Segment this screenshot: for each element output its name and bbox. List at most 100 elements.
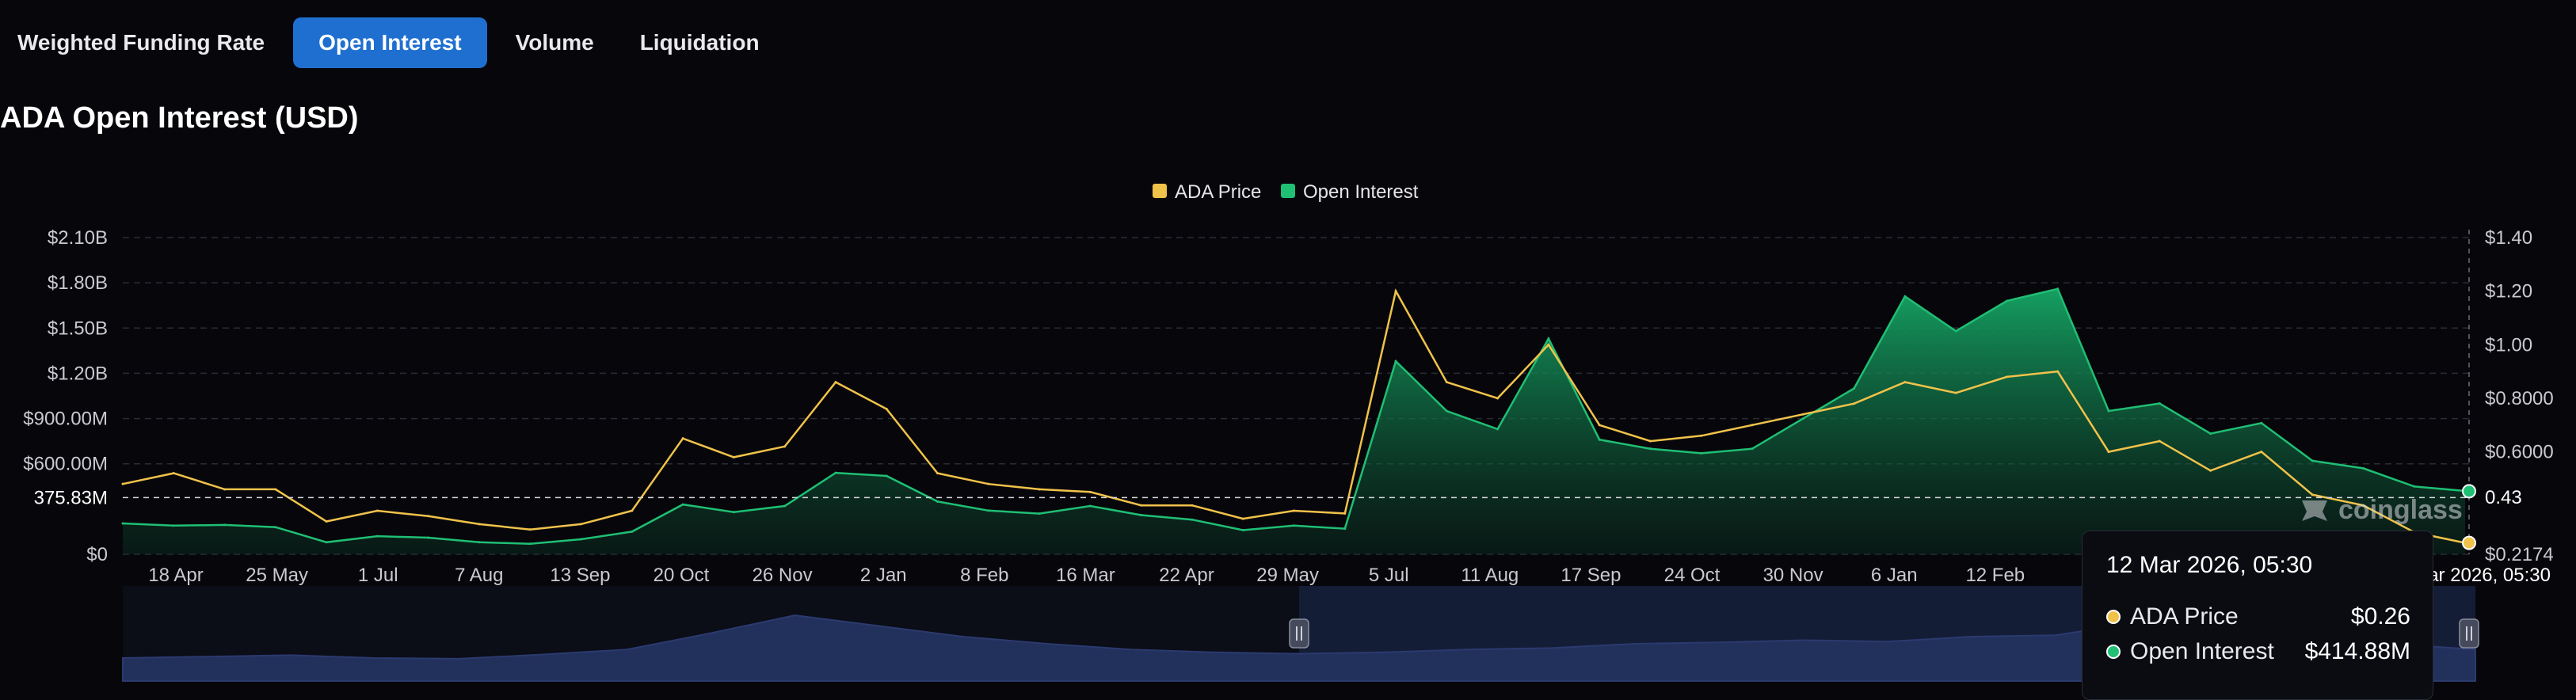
oi-point (1547, 337, 1550, 340)
x-tick-label: 22 Apr (1159, 565, 1214, 586)
oi-marker-dot (2462, 484, 2476, 499)
oi-point (1700, 451, 1703, 455)
price-point (1343, 512, 1347, 515)
x-tick-label: 6 Jan (1871, 565, 1918, 586)
price-point (2311, 493, 2314, 496)
price-point (1751, 424, 1754, 427)
oi-point (325, 541, 328, 544)
y-right-tick-label: $1.40 (2485, 227, 2532, 249)
tab-liquidation[interactable]: Liquidation (639, 30, 760, 55)
oi-point (223, 523, 227, 527)
x-tick-label: 30 Nov (1763, 565, 1823, 586)
price-point (1903, 381, 1907, 384)
x-tick-label: 2 Jan (860, 565, 907, 586)
y-right-tick-label: $1.20 (2485, 281, 2532, 302)
price-point (2361, 504, 2365, 507)
chart-legend: ADA Price Open Interest (1153, 181, 1419, 203)
legend-item[interactable]: Open Interest (1303, 181, 1419, 203)
oi-point (1140, 513, 1143, 516)
y-left-tick-label: $900.00M (23, 409, 108, 430)
price-point (1700, 434, 1703, 437)
price-point (1394, 290, 1397, 293)
oi-point (631, 530, 634, 533)
crosshair (123, 484, 2476, 550)
oi-dot-icon (2106, 645, 2121, 659)
oi-point (1241, 529, 1244, 532)
y-left-tick-label: $1.80B (48, 272, 108, 294)
tooltip-time: 12 Mar 2026, 05:30 (2106, 552, 2313, 578)
oi-point (1801, 417, 1804, 420)
price-point (1853, 402, 1856, 405)
oi-point (1445, 409, 1448, 413)
oi-point (1038, 512, 1041, 515)
price-point (1241, 517, 1244, 520)
price-point (885, 407, 888, 410)
navigator-handle[interactable] (1289, 618, 1309, 649)
oi-point (1394, 360, 1397, 363)
price-point (2260, 451, 2263, 454)
oi-point (1496, 428, 1499, 431)
price-point (1547, 343, 1550, 346)
y-left-tick-label: $2.10B (48, 227, 108, 249)
price-marker-dot (2462, 535, 2476, 550)
oi-point (580, 538, 583, 541)
oi-point (1954, 329, 1957, 333)
price-point (274, 488, 277, 491)
y-right-tick-label: $0.2174 (2485, 544, 2554, 565)
oi-point (2260, 421, 2263, 424)
price-point (1598, 424, 1601, 427)
price-point (121, 482, 124, 485)
oi-point (783, 504, 787, 508)
price-point (1445, 381, 1448, 384)
x-tick-label: 20 Oct (654, 565, 710, 586)
x-axis: 18 Apr 25 May 1 Jul 7 Aug 13 Sep 20 Oct 26 Nov… (148, 565, 2551, 586)
tooltip-row-price: ADA Price $0.26 (2106, 599, 2410, 634)
oi-point (1648, 447, 1652, 451)
x-tick-label: 11 Aug (1461, 565, 1519, 586)
oi-point (936, 500, 939, 503)
tab-volume[interactable]: Volume (515, 30, 594, 55)
price-point (580, 523, 583, 526)
oi-point (1293, 524, 1295, 527)
price-point (427, 515, 430, 518)
tab-bar: Weighted Funding Rate Open Interest Volume… (0, 17, 788, 68)
price-point (732, 455, 735, 458)
x-tick-label: 29 May (1256, 565, 1319, 586)
price-point (936, 472, 939, 475)
tab-weighted-funding-rate[interactable]: Weighted Funding Rate (17, 30, 265, 55)
x-tick-label: 18 Apr (148, 565, 203, 586)
x-tick-label: 7 Aug (455, 565, 503, 586)
price-point (2005, 375, 2008, 379)
price-point (1140, 504, 1143, 507)
tooltip-label: Open Interest (2130, 638, 2274, 664)
price-point (2056, 370, 2060, 373)
coinglass-logo: coinglass (2297, 493, 2463, 527)
y-left-tick-label: 375.83M (34, 487, 108, 508)
legend-item[interactable]: ADA Price (1175, 181, 1261, 203)
price-point (1293, 509, 1295, 512)
oi-point (2209, 432, 2212, 436)
price-point (1191, 504, 1194, 507)
oi-point (2413, 485, 2416, 488)
price-point (1088, 490, 1092, 493)
price-point (987, 482, 990, 485)
price-point (2107, 451, 2110, 454)
oi-point (528, 542, 532, 546)
oi-point (1598, 438, 1601, 441)
navigator-handle[interactable] (2459, 618, 2479, 649)
oi-point (732, 511, 735, 514)
x-tick-label: 1 Jul (358, 565, 398, 586)
y-left-tick-label: $1.20B (48, 363, 108, 384)
x-tick-label: 12 Feb (1965, 565, 2025, 586)
oi-point (1751, 447, 1754, 451)
price-point (478, 523, 481, 526)
tab-open-interest[interactable]: Open Interest (293, 17, 487, 68)
oi-point (2005, 299, 2008, 302)
price-point (1496, 397, 1499, 400)
y-axis-right: $0.2174 0.43 $0.6000 $0.8000 $1.00 $1.20 $1.40 (2468, 227, 2554, 565)
x-tick-label: 24 Oct (1664, 565, 1721, 586)
oi-point (1903, 295, 1907, 298)
price-point (783, 445, 787, 448)
oi-point (1343, 527, 1347, 531)
oi-point (478, 541, 481, 544)
